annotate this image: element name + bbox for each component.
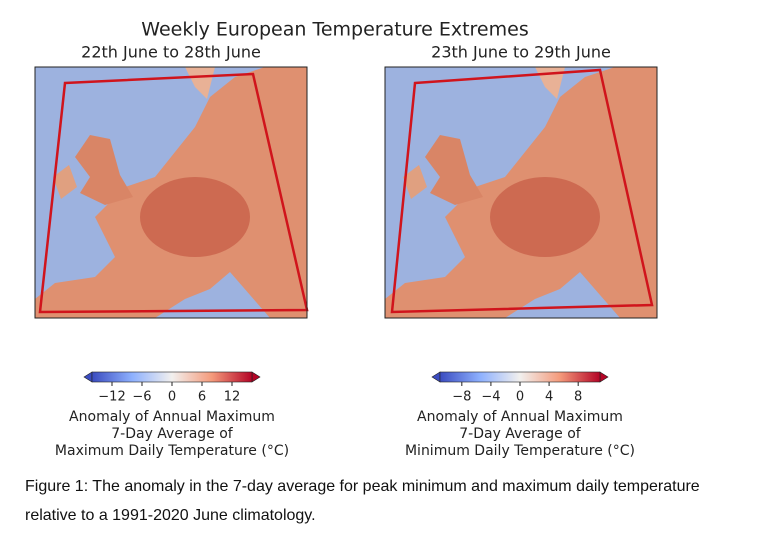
colorbar-tick-label: 8 bbox=[574, 390, 582, 405]
land bbox=[403, 165, 427, 199]
colorbar-end bbox=[431, 371, 441, 383]
panel-subtitle: 22th June to 28th June bbox=[81, 43, 261, 62]
map-frame bbox=[34, 66, 308, 319]
colorbar bbox=[91, 371, 253, 383]
figure: Weekly European Temperature Extremes 22t… bbox=[34, 19, 658, 459]
colorbar-tick-label: 0 bbox=[168, 390, 176, 405]
land bbox=[425, 135, 483, 205]
map bbox=[384, 66, 658, 319]
caption: Figure 1: The anomaly in the 7-day avera… bbox=[25, 478, 700, 524]
heat-core bbox=[140, 177, 250, 257]
land bbox=[53, 165, 77, 199]
region-box bbox=[390, 68, 654, 314]
colorbar-label: 7-Day Average of bbox=[459, 426, 582, 442]
colorbar-tick-label: 0 bbox=[516, 390, 524, 405]
land bbox=[75, 135, 133, 205]
colorbar-label: Anomaly of Annual Maximum bbox=[417, 409, 623, 425]
colorbar-tick-label: −8 bbox=[452, 390, 471, 405]
colorbar-tick-label: 12 bbox=[224, 390, 241, 405]
colorbar-label: Maximum Daily Temperature (°C) bbox=[55, 443, 289, 459]
colorbar-tick-label: −12 bbox=[98, 390, 125, 405]
colorbar-end bbox=[599, 371, 609, 383]
panel-subtitle: 23th June to 29th June bbox=[431, 43, 611, 62]
colorbar-end bbox=[83, 371, 93, 383]
map-frame bbox=[384, 66, 658, 319]
heat-core bbox=[490, 177, 600, 257]
colorbar-end bbox=[251, 371, 261, 383]
colorbar-tick-label: −4 bbox=[481, 390, 500, 405]
colorbar-tick-label: 6 bbox=[198, 390, 206, 405]
colorbar-tick-label: 4 bbox=[545, 390, 553, 405]
colorbar-tick-label: −6 bbox=[132, 390, 151, 405]
colorbar bbox=[439, 371, 601, 383]
colorbar-label: Minimum Daily Temperature (°C) bbox=[405, 443, 635, 459]
map bbox=[34, 66, 309, 319]
colorbar-label: Anomaly of Annual Maximum bbox=[69, 409, 275, 425]
colorbar-label: 7-Day Average of bbox=[111, 426, 234, 442]
figure-title: Weekly European Temperature Extremes bbox=[141, 19, 528, 41]
